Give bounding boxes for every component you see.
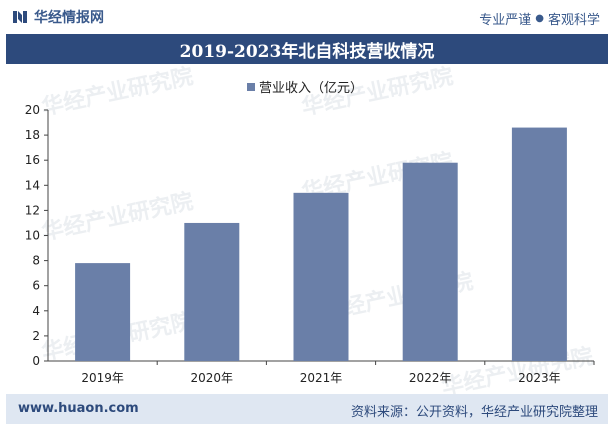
y-tick-label: 12 — [25, 203, 40, 217]
brand-name: 华经情报网 — [34, 10, 104, 26]
x-tick-label: 2023年 — [518, 371, 561, 385]
legend-swatch — [247, 83, 255, 91]
bar — [184, 222, 240, 361]
chart-area: 华经产业研究院 华经产业研究院 华经产业研究院 华经产业研究院 华经产业研究院 … — [0, 64, 614, 400]
brand[interactable]: 华经情报网 — [12, 8, 104, 26]
y-tick-label: 2 — [32, 329, 40, 343]
y-tick-label: 10 — [25, 229, 40, 243]
footer-url[interactable]: www.huaon.com — [18, 401, 139, 416]
y-tick-label: 20 — [25, 103, 40, 117]
bar-chart: 营业收入（亿元） 0 2 4 6 8 10 12 14 16 18 20 2019年 2020年 2021年… — [25, 81, 595, 385]
title-bar: 2019-2023年北自科技营收情况 — [6, 34, 608, 64]
footer-source: 资料来源：公开资料，华经产业研究院整理 — [350, 405, 598, 420]
y-tick-label: 6 — [32, 279, 40, 293]
y-tick-label: 8 — [32, 254, 40, 268]
bar — [75, 263, 131, 361]
tagline: 专业严谨 ● 客观科学 — [479, 9, 600, 28]
legend-label: 营业收入（亿元） — [259, 81, 363, 96]
y-tick-label: 0 — [32, 354, 40, 368]
tagline-right: 客观科学 — [547, 13, 600, 28]
x-tick-label: 2019年 — [81, 371, 124, 385]
x-tick-label: 2020年 — [191, 371, 234, 385]
y-tick-label: 16 — [25, 153, 40, 167]
bar — [293, 192, 349, 361]
brand-logo-icon — [13, 11, 27, 23]
y-tick-label: 18 — [25, 128, 40, 142]
x-tick-label: 2022年 — [409, 371, 452, 385]
x-tick-label: 2021年 — [300, 371, 343, 385]
top-header: 华经情报网 专业严谨 ● 客观科学 — [0, 0, 614, 34]
y-tick-label: 4 — [32, 304, 40, 318]
y-tick-label: 14 — [25, 178, 40, 192]
footer: www.huaon.com 资料来源：公开资料，华经产业研究院整理 — [6, 394, 608, 424]
tagline-dot: ● — [535, 13, 544, 24]
bar — [402, 162, 458, 361]
bar — [511, 127, 567, 361]
chart-title: 2019-2023年北自科技营收情况 — [179, 41, 435, 62]
tagline-left: 专业严谨 — [479, 13, 532, 28]
